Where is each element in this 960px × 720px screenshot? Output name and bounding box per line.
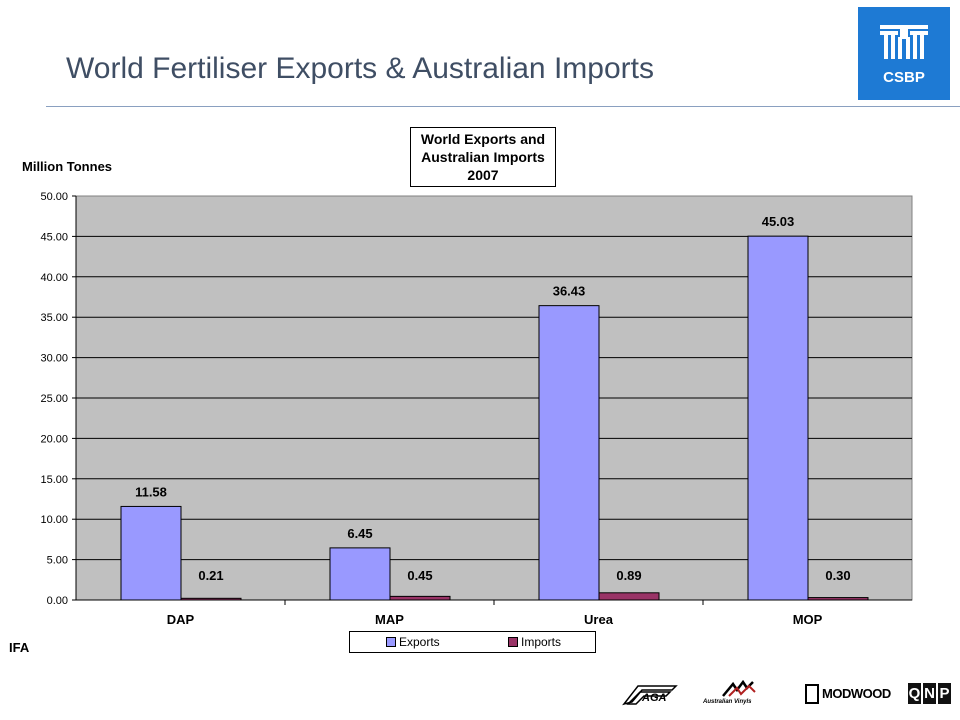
title-divider — [46, 106, 960, 107]
y-tick-label: 5.00 — [47, 555, 68, 567]
data-label: 0.45 — [407, 568, 432, 583]
modwood-text: MODWOOD — [822, 686, 891, 701]
legend-swatch-imports — [508, 637, 518, 647]
slide-title: World Fertiliser Exports & Australian Im… — [66, 52, 654, 85]
data-label: 11.58 — [135, 484, 167, 499]
bar-imports — [807, 597, 869, 601]
csbp-logo-text: CSBP — [883, 69, 925, 86]
aga-logo-text: AGA — [641, 692, 667, 704]
x-tick-label: Urea — [584, 612, 614, 627]
legend-item-exports: Exports — [386, 635, 440, 649]
y-tick-label: 30.00 — [40, 353, 68, 365]
y-tick-label: 40.00 — [40, 272, 68, 284]
bar-exports — [329, 547, 391, 601]
bar-exports — [538, 305, 600, 601]
australian-vinyls-text: Australian Vinyls — [703, 699, 752, 705]
qnp-letter: Q — [908, 683, 921, 704]
bar-imports — [180, 597, 242, 601]
chart-title-line: 2007 — [467, 167, 499, 183]
bar-imports — [389, 595, 451, 601]
qnp-logo: Q N P — [908, 680, 952, 708]
y-tick-label: 20.00 — [40, 433, 68, 445]
y-tick-label: 50.00 — [40, 191, 68, 203]
source-label: IFA — [9, 640, 30, 655]
legend-swatch-exports — [386, 637, 396, 647]
modwood-logo: MODWOOD — [805, 680, 893, 708]
chart-title-line: World Exports and — [420, 131, 546, 147]
y-tick-label: 15.00 — [40, 474, 68, 486]
legend-label-exports: Exports — [399, 635, 440, 649]
aga-logo: AGA — [620, 680, 680, 708]
data-label: 6.45 — [347, 526, 372, 541]
y-axis-label: Million Tonnes — [22, 159, 113, 174]
qnp-letter: P — [938, 683, 951, 704]
data-label: 36.43 — [553, 284, 586, 299]
y-tick-label: 10.00 — [40, 514, 68, 526]
australian-vinyls-mark — [722, 679, 756, 697]
legend-label-imports: Imports — [521, 635, 562, 649]
data-label: 0.89 — [616, 568, 641, 583]
aga-logo-mark: AGA — [622, 685, 678, 706]
modwood-icon — [805, 684, 819, 704]
bar-imports — [598, 592, 660, 601]
chart-title: World Exports and Australian Imports 200… — [410, 127, 556, 187]
australian-vinyls-logo: Australian Vinyls — [703, 679, 773, 708]
data-label: 45.03 — [762, 214, 795, 229]
x-tick-label: MAP — [375, 612, 404, 627]
x-tick-label: MOP — [793, 612, 823, 627]
x-tick-label: DAP — [167, 612, 195, 627]
partner-logos: AGA Australian Vinyls MODWOOD Q N P — [615, 679, 960, 708]
y-tick-label: 35.00 — [40, 312, 68, 324]
data-label: 0.30 — [825, 568, 850, 583]
chart-legend: Exports Imports — [349, 631, 596, 653]
data-label: 0.21 — [198, 568, 223, 583]
qnp-letter: N — [923, 683, 936, 704]
bar-exports — [747, 235, 809, 601]
y-tick-label: 25.00 — [40, 393, 68, 405]
csbp-logo: CSBP — [858, 7, 950, 100]
bar-exports — [120, 505, 182, 601]
csbp-logo-mark — [880, 25, 928, 59]
legend-item-imports: Imports — [508, 635, 561, 649]
y-tick-label: 0.00 — [47, 595, 68, 607]
chart-title-line: Australian Imports — [421, 149, 545, 165]
y-tick-label: 45.00 — [40, 231, 68, 243]
